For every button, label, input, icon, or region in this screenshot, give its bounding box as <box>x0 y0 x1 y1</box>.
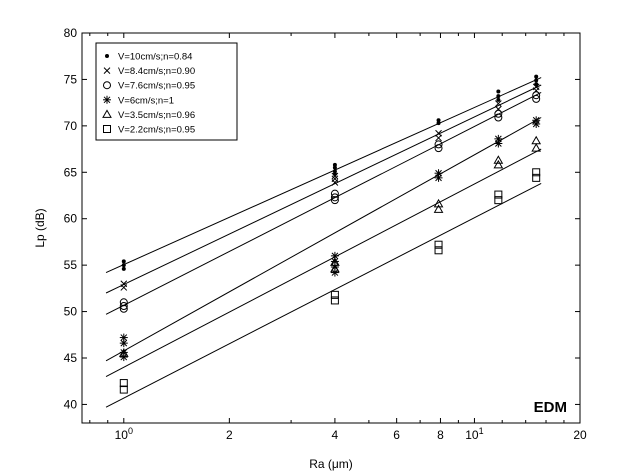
data-point-series-3 <box>330 196 339 205</box>
x-tick-label: 4 <box>332 428 339 442</box>
legend-label-4: V=6cm/s;n=1 <box>118 95 174 106</box>
fit-line-2 <box>105 84 542 294</box>
y-tick-label: 45 <box>64 351 78 365</box>
x-tick-label: 6 <box>393 428 400 442</box>
data-point-series-3 <box>434 144 443 153</box>
data-point-series-3 <box>494 109 503 118</box>
y-tick-label: 55 <box>64 258 78 272</box>
data-point-series-3 <box>330 193 339 202</box>
data-point-series-2 <box>331 179 339 186</box>
data-point-series-3 <box>532 91 541 100</box>
data-point-series-4 <box>330 268 339 277</box>
fit-lines <box>105 77 542 408</box>
legend-box <box>95 42 238 141</box>
data-point-series-3 <box>532 94 541 103</box>
legend-label-3: V=7.6cm/s;n=0.95 <box>118 81 195 92</box>
x-tick-label: 2 <box>226 428 233 442</box>
y-tick-label: 60 <box>64 212 78 226</box>
legend-marker-5 <box>102 109 112 118</box>
data-point-series-1 <box>121 259 126 264</box>
data-point-series-2 <box>120 284 128 291</box>
x-tick-label: 100 <box>115 426 133 442</box>
legend-marker-6 <box>103 125 111 133</box>
legend-marker-4 <box>103 95 111 104</box>
data-point-series-5 <box>493 159 504 169</box>
data-point-series-4 <box>434 173 443 182</box>
chart-annotation: EDM <box>534 399 567 416</box>
data-point-series-4 <box>119 353 128 362</box>
data-point-series-1 <box>121 263 126 268</box>
data-point-series-2 <box>435 134 442 142</box>
data-point-series-1 <box>496 97 501 102</box>
fit-line-1 <box>105 77 542 274</box>
x-axis-label: Ra (μm) <box>309 457 353 471</box>
y-tick-label: 65 <box>64 165 78 179</box>
data-point-series-6 <box>330 290 339 299</box>
data-point-series-6 <box>330 296 339 305</box>
data-point-series-1 <box>496 94 501 99</box>
y-tick-label: 70 <box>64 119 78 133</box>
data-point-series-6 <box>532 168 541 177</box>
data-point-series-4 <box>119 339 128 348</box>
data-point-series-5 <box>330 263 340 273</box>
fit-line-5 <box>105 148 542 378</box>
data-point-series-6 <box>434 240 443 249</box>
legend-label-5: V=3.5cm/s;n=0.96 <box>118 110 195 121</box>
legend-label-6: V=2.2cm/s;n=0.95 <box>118 125 195 136</box>
data-point-series-5 <box>531 143 542 152</box>
fit-line-6 <box>105 182 542 408</box>
y-tick-label: 40 <box>64 397 78 411</box>
x-tick-label: 8 <box>437 428 444 442</box>
data-point-series-1 <box>121 266 126 271</box>
data-point-series-6 <box>532 173 541 182</box>
data-point-series-6 <box>119 385 128 394</box>
data-point-series-1 <box>534 74 539 79</box>
x-tick-label: 20 <box>573 428 587 442</box>
y-tick-label: 50 <box>64 305 78 319</box>
data-points <box>118 74 542 394</box>
data-point-series-1 <box>332 165 337 170</box>
data-point-series-6 <box>494 190 503 199</box>
data-point-series-1 <box>496 89 501 94</box>
data-point-series-5 <box>433 204 444 213</box>
data-point-series-2 <box>331 172 339 180</box>
data-point-series-3 <box>119 302 128 310</box>
y-axis-label: Lp (dB) <box>33 208 47 247</box>
legend-marker-3 <box>103 81 111 90</box>
y-tick-label: 80 <box>64 26 78 40</box>
data-point-series-3 <box>119 304 128 313</box>
data-point-series-1 <box>436 121 441 126</box>
data-point-series-3 <box>494 113 503 122</box>
data-point-series-5 <box>493 155 504 164</box>
data-point-series-2 <box>494 100 502 107</box>
data-point-series-1 <box>534 78 539 83</box>
data-point-series-5 <box>433 198 444 208</box>
axis-ticks: 100 2 4 6 8 101 20 40 45 50 55 60 65 70 75 80 <box>64 26 587 442</box>
data-point-series-4 <box>119 333 128 342</box>
legend-marker-2 <box>103 67 111 74</box>
x-tick-label: 101 <box>465 426 483 442</box>
fit-line-3 <box>105 91 542 315</box>
y-tick-label: 75 <box>64 72 78 86</box>
data-point-series-4 <box>532 120 541 128</box>
legend: V=10cm/s;n=0.84 V=8.4cm/s;n=0.90 V=7.6cm/s… <box>95 42 238 141</box>
data-point-series-1 <box>436 118 441 123</box>
legend-label-2: V=8.4cm/s;n=0.90 <box>118 66 195 77</box>
data-point-series-1 <box>332 169 337 174</box>
data-point-series-1 <box>332 162 337 167</box>
data-point-series-4 <box>494 139 503 148</box>
data-point-series-5 <box>118 348 129 357</box>
data-point-series-6 <box>434 246 443 255</box>
data-point-series-3 <box>434 140 443 149</box>
data-point-series-6 <box>494 196 503 205</box>
data-point-series-1 <box>534 82 539 87</box>
legend-label-1: V=10cm/s;n=0.84 <box>118 52 192 63</box>
legend-marker-1 <box>105 54 109 58</box>
fit-line-4 <box>105 117 542 362</box>
